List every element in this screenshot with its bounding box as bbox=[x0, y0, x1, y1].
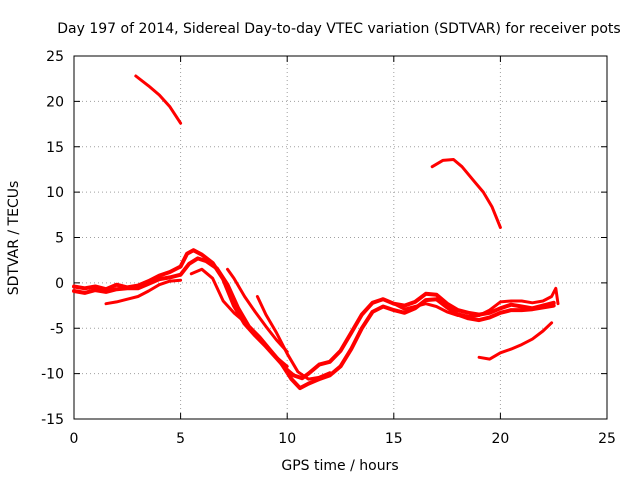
series-arc-g bbox=[134, 74, 183, 125]
series-arc-f bbox=[104, 278, 183, 306]
x-tick-label: 25 bbox=[598, 431, 616, 447]
data-series bbox=[72, 74, 560, 391]
series-arc-h bbox=[430, 158, 502, 229]
y-tick-label: 10 bbox=[46, 185, 64, 201]
series-arc-j bbox=[456, 286, 560, 318]
y-tick-label: -10 bbox=[41, 367, 64, 383]
series-arc-i bbox=[477, 321, 554, 361]
y-tick-label: 5 bbox=[55, 231, 64, 247]
y-tick-label: 15 bbox=[46, 140, 64, 156]
y-tick-label: 20 bbox=[46, 94, 64, 110]
x-tick-label: 15 bbox=[385, 431, 403, 447]
y-tick-label: -15 bbox=[41, 412, 64, 428]
x-tick-label: 0 bbox=[70, 431, 79, 447]
series-arc-e bbox=[255, 295, 332, 381]
y-axis-label: SDTVAR / TECUs bbox=[6, 181, 22, 296]
y-tick-label: 0 bbox=[55, 276, 64, 292]
x-tick-labels: 0 5 10 15 20 25 bbox=[70, 431, 616, 447]
y-tick-labels: -15 -10 -5 0 5 10 15 20 25 bbox=[41, 49, 64, 428]
y-tick-label: 25 bbox=[46, 49, 64, 65]
series-arc-k bbox=[392, 302, 460, 317]
tick-marks bbox=[73, 55, 608, 420]
chart-title: Day 197 of 2014, Sidereal Day-to-day VTE… bbox=[57, 21, 620, 37]
y-tick-label: -5 bbox=[50, 321, 64, 337]
grid bbox=[74, 56, 607, 419]
series-arc-b bbox=[72, 256, 556, 391]
x-tick-label: 10 bbox=[278, 431, 296, 447]
x-tick-label: 5 bbox=[176, 431, 185, 447]
x-tick-label: 20 bbox=[491, 431, 509, 447]
x-axis-label: GPS time / hours bbox=[281, 458, 398, 474]
series-arc-d bbox=[226, 267, 289, 354]
series-arc-c bbox=[189, 267, 289, 368]
